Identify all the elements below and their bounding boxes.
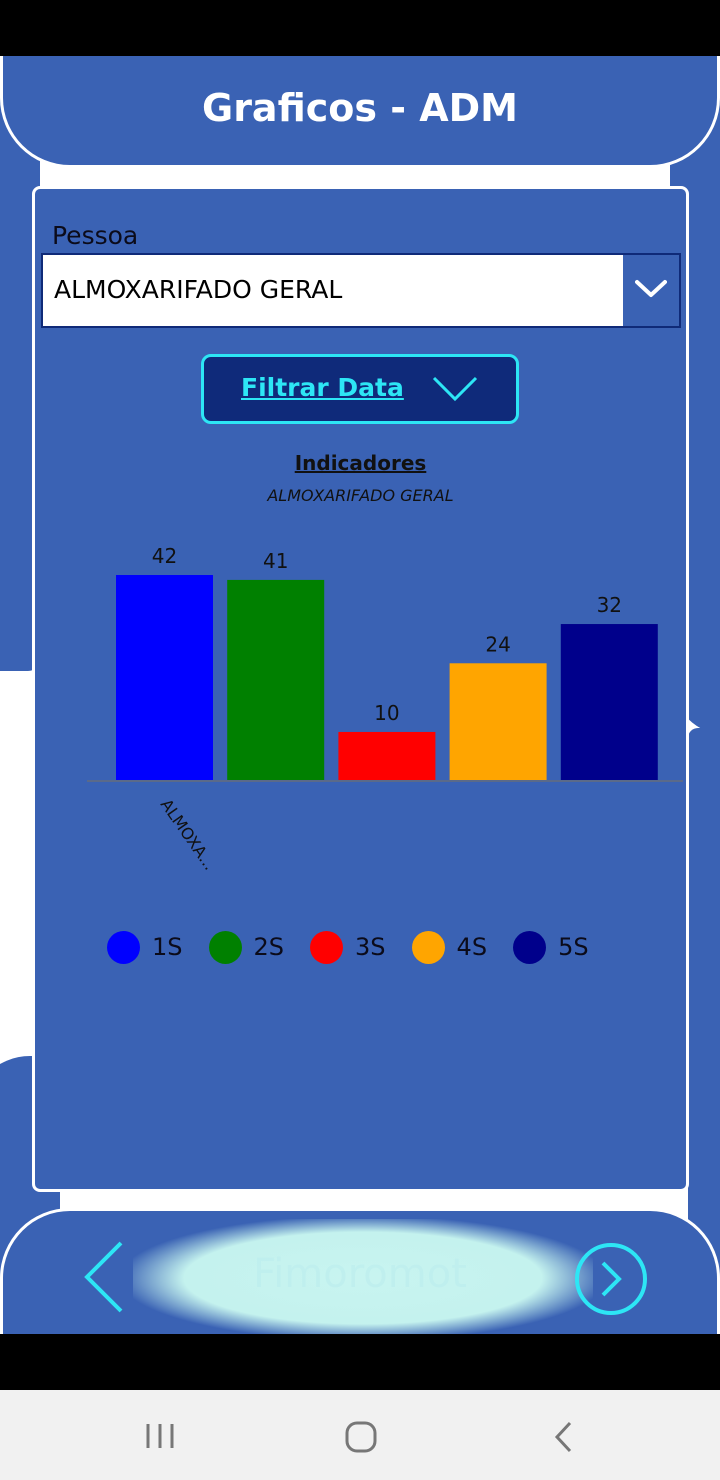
legend-item: 4S [411,930,488,964]
chart-subtitle: ALMOXARIFADO GERAL [267,486,454,505]
legend-item: 5S [513,930,589,964]
chart-legend: 1S 2S 3S 4S 5S [107,929,615,965]
system-nav-bar [0,1390,720,1480]
chevron-down-icon [635,280,667,297]
chart-panel: Pessoa ALMOXARIFADO GERAL Filtrar Data I… [32,186,689,1192]
footer: Fimoromot [0,1208,720,1334]
data-label: 32 [597,593,622,617]
legend-swatch [310,930,344,964]
legend-label: 5S [558,933,589,961]
legend-swatch [411,930,445,964]
chevron-left-icon[interactable] [81,1241,129,1313]
data-label: 42 [152,544,177,568]
data-label: 24 [485,632,510,656]
legend-label: 3S [355,933,386,961]
pessoa-selected-value: ALMOXARIFADO GERAL [54,275,343,304]
status-bar [0,0,720,56]
page-title: Graficos - ADM [202,86,518,130]
bar-1s [116,575,213,781]
legend-item: 1S [107,930,183,964]
pessoa-dropdown[interactable]: ALMOXARIFADO GERAL [41,253,681,328]
category-label: ALMOXA... [157,795,220,873]
recent-apps-icon[interactable] [144,1420,176,1452]
legend-swatch [107,930,140,964]
filter-date-button[interactable]: Filtrar Data [201,354,519,424]
legend-label: 2S [253,933,285,961]
filter-date-label: Filtrar Data [241,373,404,402]
back-icon[interactable] [552,1420,576,1454]
app-screen: Graficos - ADM Pessoa ALMOXARIFADO GERAL… [0,56,720,1334]
data-label: 41 [263,549,288,573]
bar-3s [338,731,436,781]
pessoa-label: Pessoa [52,221,139,250]
chevron-right-circle-icon[interactable] [573,1241,649,1317]
footer-glow [133,1219,593,1334]
header: Graficos - ADM [0,56,720,168]
legend-label: 4S [456,933,488,961]
bar-2s [227,579,325,781]
dropdown-toggle-button[interactable] [623,255,679,326]
legend-label: 1S [152,933,183,961]
bar-5s [560,624,658,781]
bar-4s [449,663,547,781]
home-icon[interactable] [344,1420,378,1454]
chevron-down-icon [432,376,478,402]
bar-chart: 42 41 10 24 32 ALMOXA... [87,544,683,874]
chart-title: Indicadores [294,451,427,475]
data-label: 10 [374,701,399,725]
legend-swatch [513,930,547,964]
bottom-bar [0,1334,720,1390]
legend-item: 2S [208,930,285,964]
legend-item: 3S [310,930,386,964]
footer-text: Fimoromot [253,1251,467,1297]
legend-swatch [208,930,242,964]
